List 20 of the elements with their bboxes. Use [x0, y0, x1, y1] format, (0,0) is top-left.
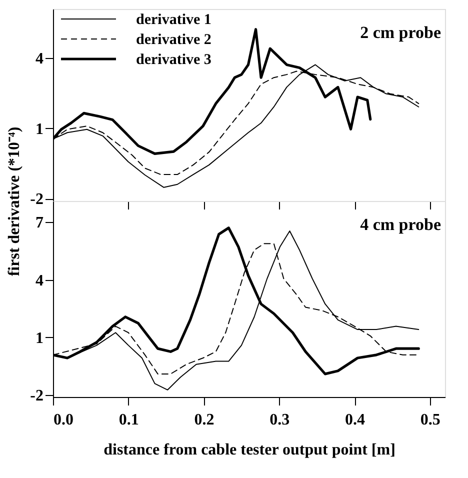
legend-label: derivative 3 [136, 52, 212, 68]
y-tick-label: 4 [36, 50, 44, 68]
annotation: 2 cm probe [360, 23, 442, 42]
legend-label: derivative 2 [136, 32, 212, 48]
x-tick-label: 0.3 [270, 412, 290, 428]
y-tick-label: -2 [30, 388, 44, 405]
y-tick-label: 4 [36, 272, 44, 290]
x-tick-label: 0.0 [54, 412, 74, 428]
y-axis-title: first derivative (*10⁻⁴) [6, 126, 24, 276]
y-tick-label: 1 [36, 330, 44, 347]
annotation: 4 cm probe [360, 215, 442, 234]
x-axis-title: distance from cable tester output point [m] [104, 442, 396, 458]
y-tick-label: 1 [36, 120, 44, 138]
x-tick-label: 0.2 [194, 412, 214, 428]
x-tick-label: 0.1 [118, 412, 139, 428]
x-tick-label: 0.5 [420, 412, 440, 428]
y-tick-label: 7 [36, 214, 44, 232]
y-tick-label: -2 [30, 191, 44, 208]
legend-label: derivative 1 [136, 12, 212, 28]
x-tick-label: 0.4 [345, 412, 366, 428]
